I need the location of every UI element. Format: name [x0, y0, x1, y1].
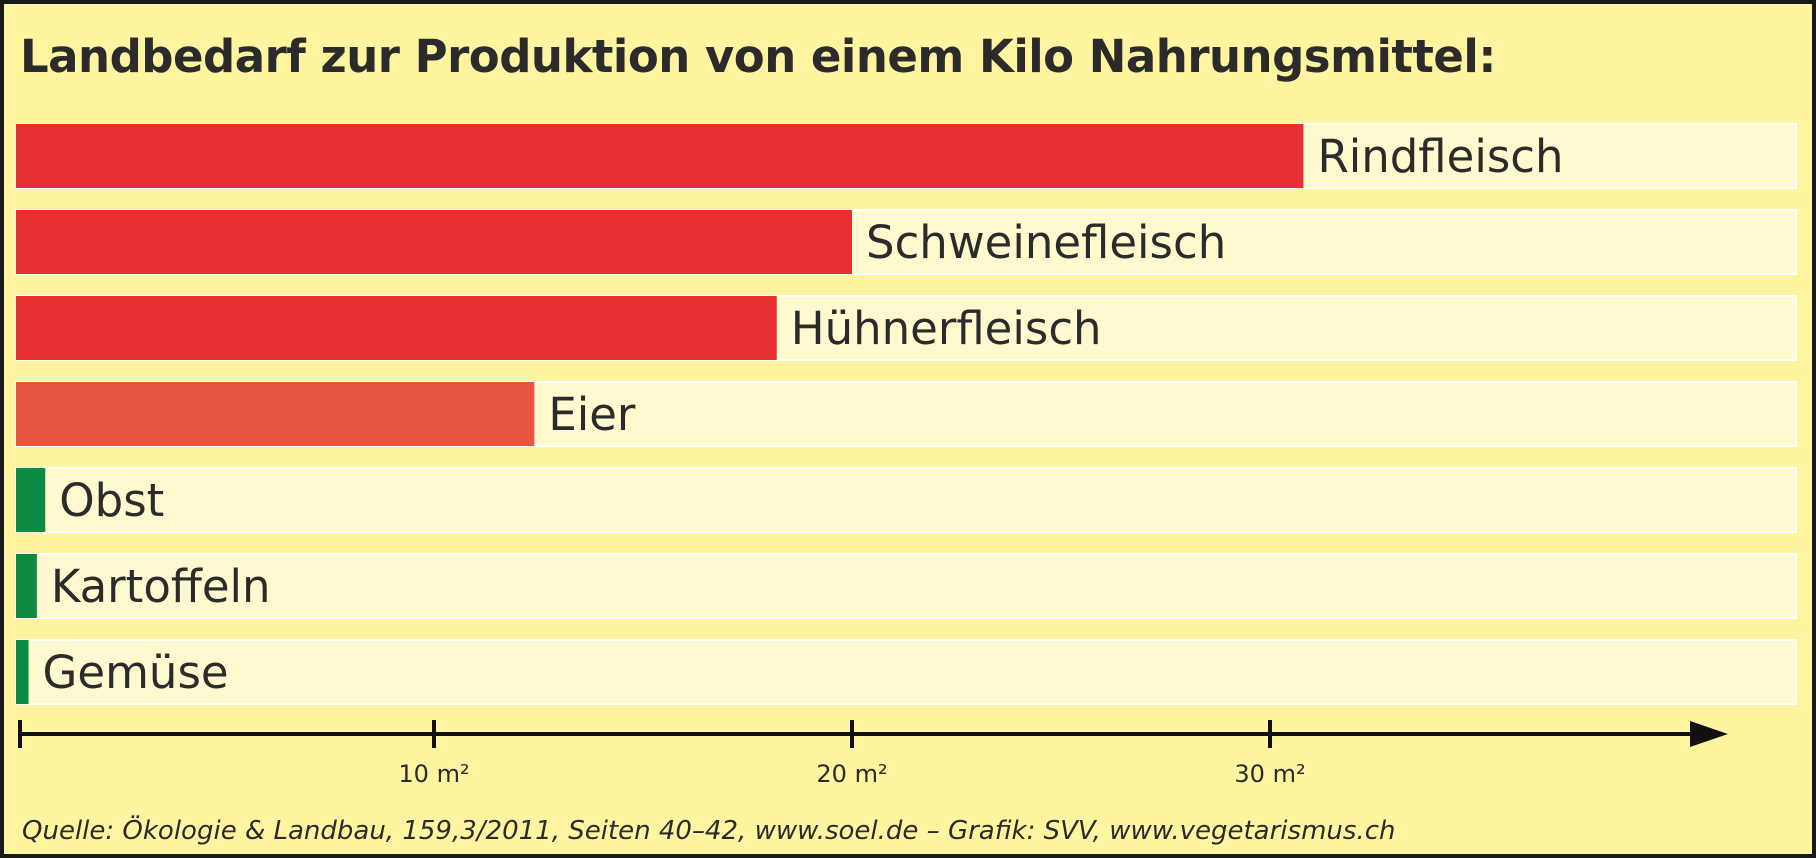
- bar-2: [16, 296, 777, 360]
- x-tick-label: 30 m²: [1234, 760, 1305, 788]
- bar-5: [16, 554, 37, 618]
- bar-label: Eier: [548, 388, 636, 441]
- source-note: Quelle: Ökologie & Landbau, 159,3/2011, …: [22, 816, 1396, 846]
- bar-label: Kartoffeln: [51, 560, 271, 613]
- x-axis-arrow: [1690, 721, 1728, 747]
- bar-label: Hühnerfleisch: [791, 302, 1102, 355]
- x-tick-label: 10 m²: [398, 760, 469, 788]
- bar-label: Gemüse: [43, 646, 229, 699]
- bar-label: Schweinefleisch: [866, 216, 1226, 269]
- bar-track: [15, 553, 1797, 619]
- bar-3: [16, 382, 535, 446]
- bar-6: [16, 640, 29, 704]
- bar-chart: Rindfleisch Schweinefleisch Hühnerfleisch E…: [15, 123, 1797, 788]
- bar-1: [16, 210, 852, 274]
- bar-label: Obst: [59, 474, 164, 527]
- x-tick-label: 20 m²: [816, 760, 887, 788]
- bar-4: [16, 468, 46, 532]
- bar-label: Rindfleisch: [1317, 130, 1563, 183]
- bar-track: [15, 467, 1797, 533]
- bar-track: [15, 639, 1797, 705]
- chart-title: Landbedarf zur Produktion von einem Kilo…: [20, 30, 1496, 83]
- bar-0: [16, 124, 1304, 188]
